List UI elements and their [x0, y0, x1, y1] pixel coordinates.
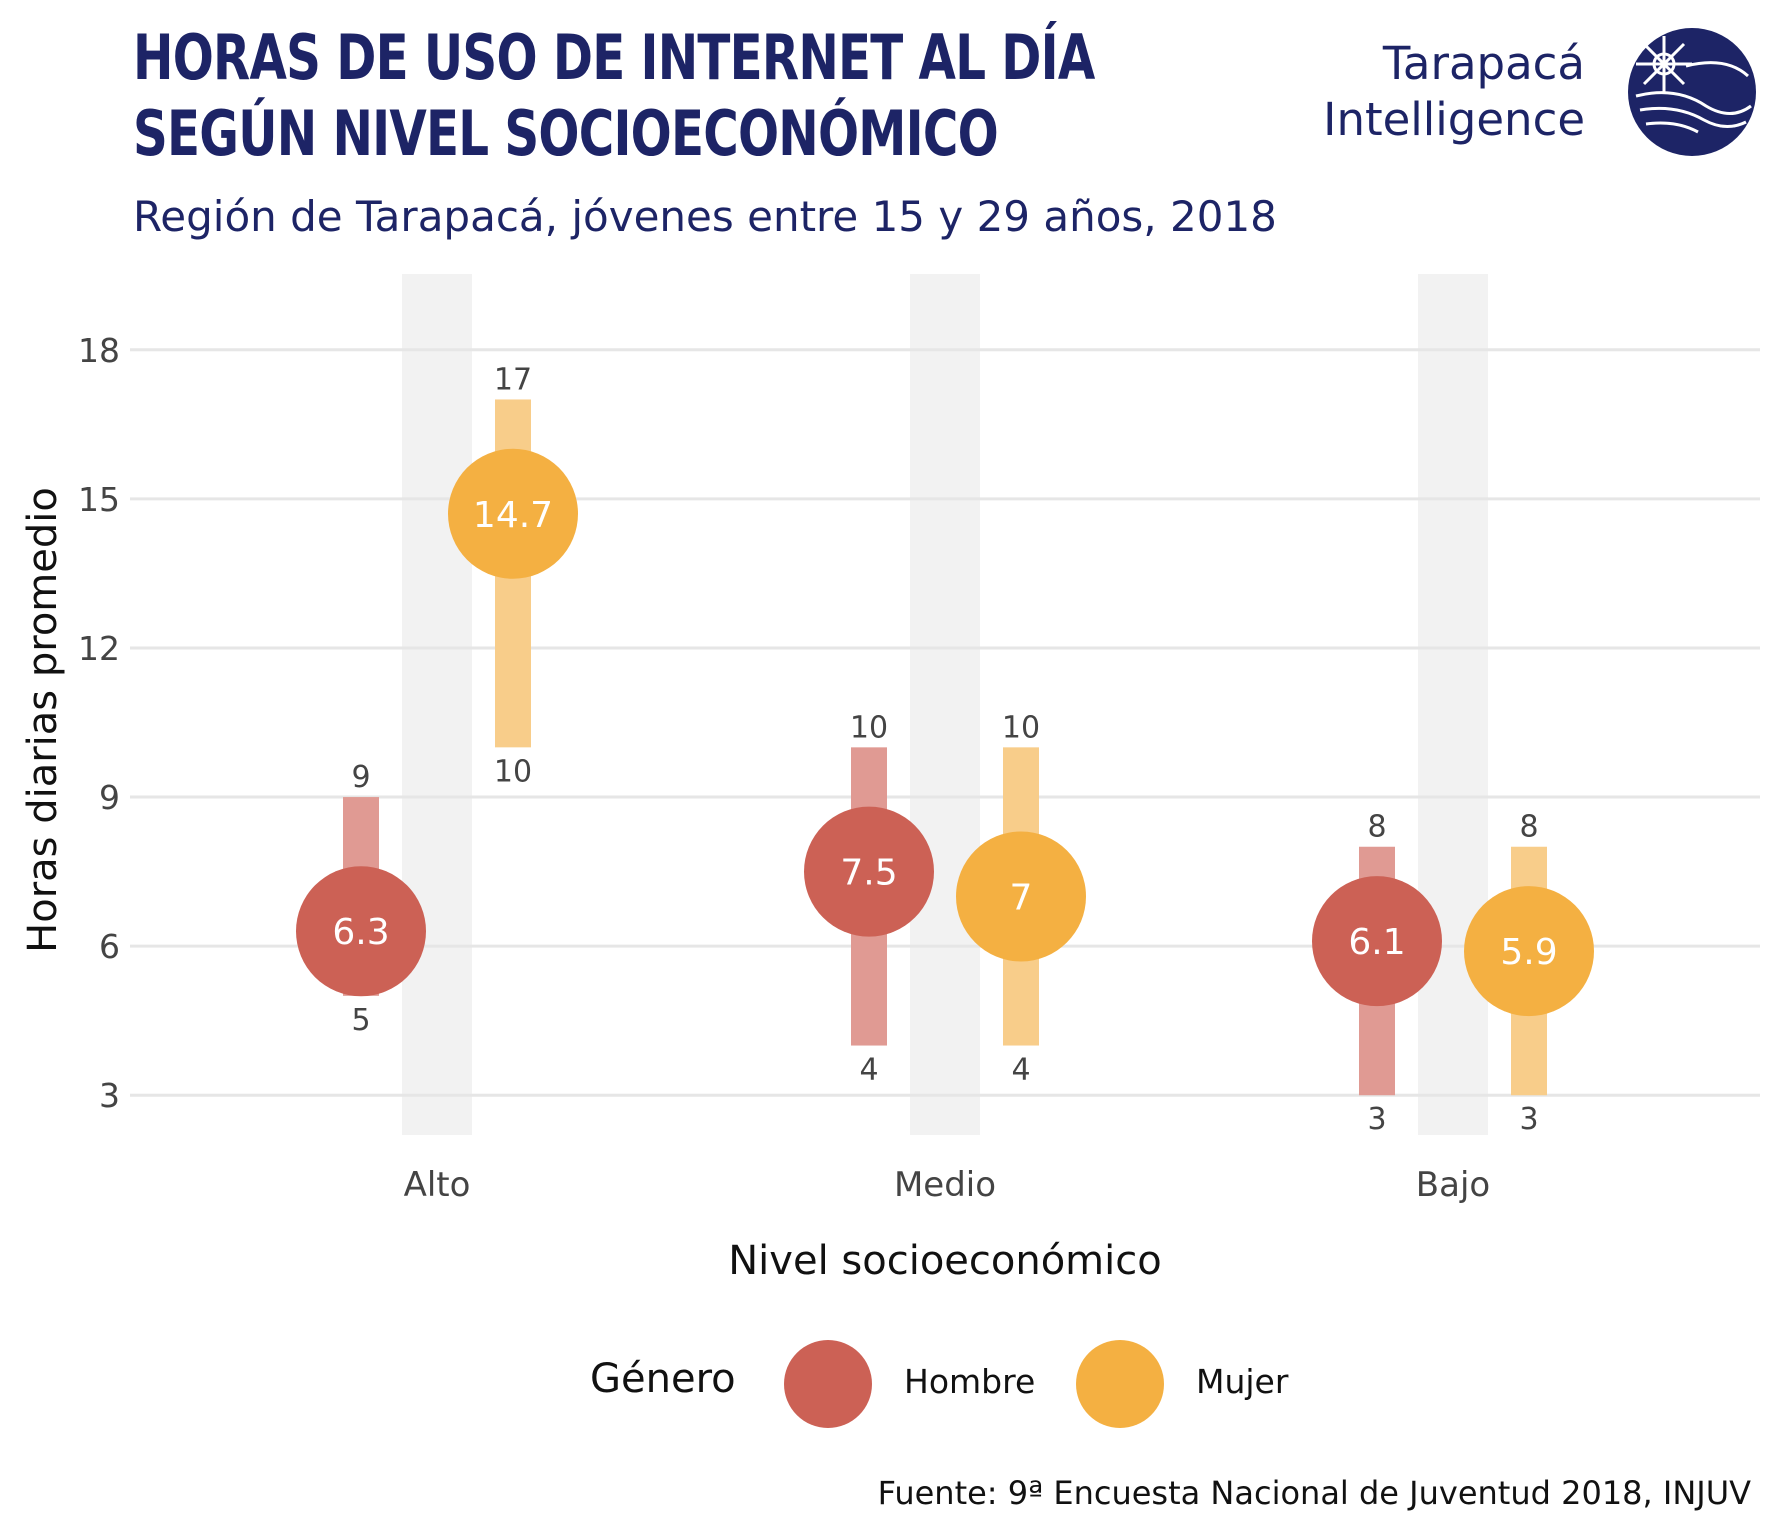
mean-point — [448, 448, 578, 579]
source-note: Fuente: 9ª Encuesta Nacional de Juventud… — [877, 1474, 1751, 1512]
min-label: 4 — [1011, 1053, 1030, 1088]
legend-label-hombre: Hombre — [904, 1362, 1036, 1401]
legend-label-mujer: Mujer — [1196, 1362, 1289, 1401]
category-band — [402, 274, 472, 1135]
min-label: 10 — [494, 754, 532, 789]
max-label: 9 — [351, 760, 370, 795]
x-tick-label: Alto — [404, 1165, 471, 1205]
y-tick-label: 3 — [99, 1076, 120, 1115]
x-tick-labels: Alto Medio Bajo — [404, 1165, 1491, 1205]
y-tick-label: 9 — [99, 778, 120, 817]
max-label: 17 — [494, 362, 532, 397]
mean-label: 14.7 — [473, 495, 553, 536]
category-panels — [402, 274, 1488, 1135]
min-label: 3 — [1519, 1102, 1538, 1137]
mean-point — [296, 866, 426, 997]
mean-label: 6.1 — [1348, 922, 1405, 963]
brand-name: Tarapacá Intelligence — [1323, 36, 1585, 148]
legend: Género Hombre Mujer — [0, 1340, 1771, 1430]
globe-logo-icon — [1628, 28, 1756, 156]
y-tick-label: 18 — [78, 331, 120, 370]
legend-title: Género — [590, 1356, 736, 1402]
mean-label: 6.3 — [332, 912, 389, 953]
category-band — [910, 274, 980, 1135]
chart-area: 3 6 9 12 15 18 Alto Medio Bajo 6.3 9 5 7.5 10 4 6.1 8 3… — [20, 274, 1760, 1284]
value-labels: 6.3 9 5 7.5 10 4 6.1 8 3 14.7 17 10 7 10 4 5.9 8 3 — [332, 362, 1557, 1137]
min-label: 4 — [859, 1053, 878, 1088]
mean-label: 7.5 — [840, 853, 897, 894]
mean-point — [1464, 886, 1594, 1017]
x-tick-label: Bajo — [1416, 1165, 1490, 1205]
chart-title-line2: SEGÚN NIVEL SOCIOECONÓMICO — [133, 97, 999, 170]
y-tick-labels: 3 6 9 12 15 18 — [78, 331, 120, 1115]
chart-subtitle: Región de Tarapacá, jóvenes entre 15 y 2… — [133, 192, 1277, 241]
mean-point — [956, 831, 1086, 962]
x-tick-label: Medio — [894, 1165, 996, 1205]
y-tick-label: 12 — [78, 629, 120, 668]
chart-title: HORAS DE USO DE INTERNET AL DÍA SEGÚN NI… — [133, 20, 1095, 172]
max-label: 10 — [850, 710, 888, 745]
y-axis-label: Horas diarias promedio — [20, 487, 66, 953]
min-label: 3 — [1367, 1102, 1386, 1137]
x-axis-label: Nivel socioeconómico — [728, 1238, 1161, 1284]
legend-swatch-mujer — [1076, 1340, 1164, 1428]
mean-label: 5.9 — [1500, 932, 1557, 973]
category-band — [1418, 274, 1488, 1135]
brand-line2: Intelligence — [1323, 93, 1585, 146]
min-label: 5 — [351, 1003, 370, 1038]
mean-points — [296, 448, 1594, 1017]
legend-swatch-hombre — [784, 1340, 872, 1428]
brand-line1: Tarapacá — [1382, 37, 1585, 90]
mean-point — [804, 806, 934, 937]
y-tick-label: 6 — [99, 927, 120, 966]
max-label: 8 — [1367, 810, 1386, 845]
chart-title-line1: HORAS DE USO DE INTERNET AL DÍA — [133, 21, 1095, 94]
mean-point — [1312, 876, 1442, 1007]
max-label: 8 — [1519, 810, 1538, 845]
max-label: 10 — [1002, 710, 1040, 745]
mean-label: 7 — [1010, 877, 1033, 918]
y-tick-label: 15 — [78, 480, 120, 519]
